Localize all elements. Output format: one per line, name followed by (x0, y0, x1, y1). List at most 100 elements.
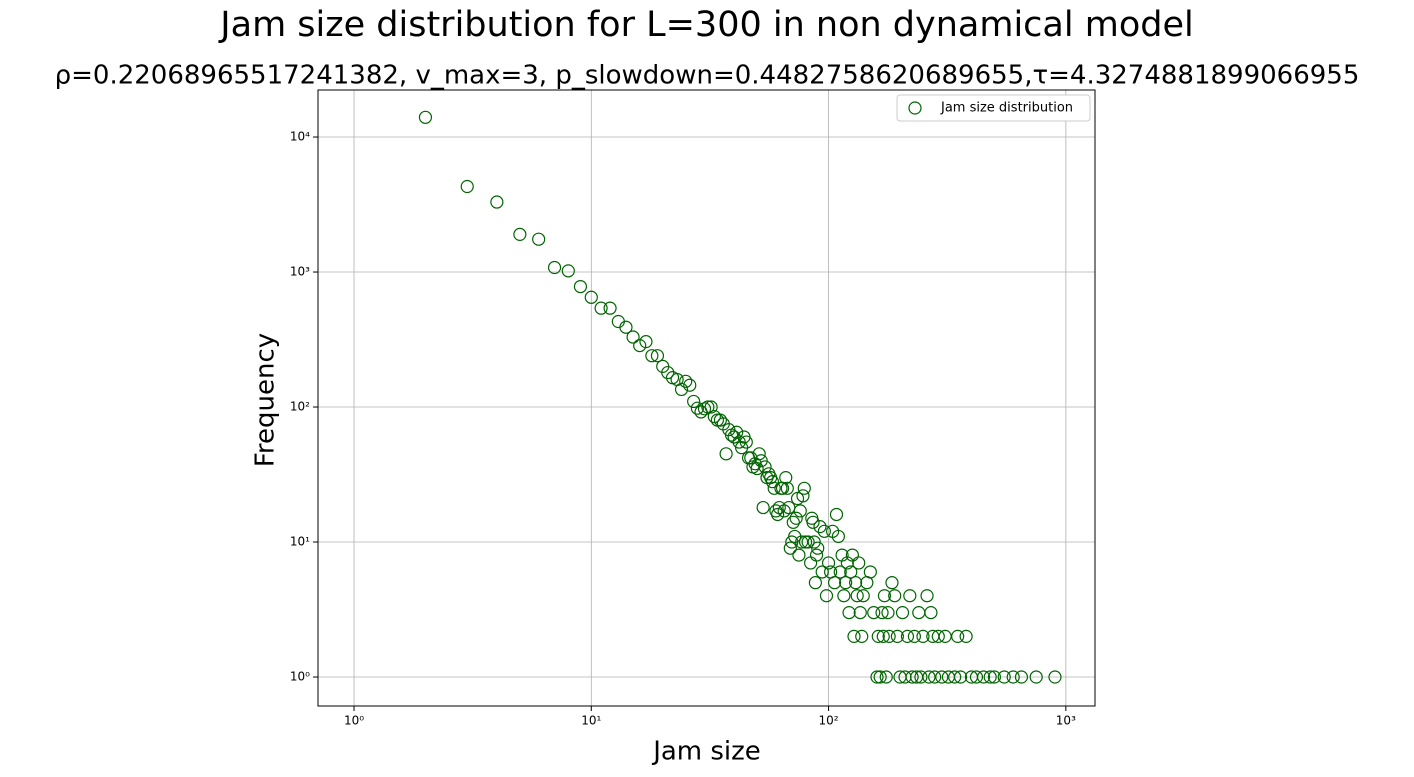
data-point (819, 589, 834, 603)
data-point (922, 670, 936, 684)
data-point (997, 670, 1011, 684)
data-point (821, 556, 836, 570)
data-point (920, 589, 934, 603)
data-point (817, 524, 831, 538)
y-tick-label: 10³ (290, 265, 310, 279)
data-point (856, 589, 870, 603)
data-point (750, 461, 764, 476)
data-point (983, 670, 997, 684)
data-point (890, 629, 904, 643)
data-point (619, 320, 633, 334)
data-point (513, 227, 527, 241)
data-point (756, 500, 770, 515)
data-point (811, 541, 825, 555)
data-point (626, 330, 640, 344)
legend-label: Jam size distribution (940, 101, 1073, 116)
data-point (789, 511, 803, 525)
data-point (777, 504, 791, 518)
data-point (924, 606, 938, 620)
data-point (713, 413, 727, 427)
data-point (895, 606, 910, 620)
data-point (912, 606, 926, 620)
data-point (730, 425, 744, 439)
chart-title: Jam size distribution for L=300 in non d… (218, 5, 1193, 45)
data-point (827, 576, 842, 590)
data-point (752, 447, 766, 461)
data-point (870, 670, 884, 684)
data-point (584, 290, 598, 304)
data-point (900, 629, 915, 643)
data-point (840, 556, 854, 570)
data-point (1014, 670, 1029, 684)
data-point (837, 589, 851, 603)
data-point (783, 541, 797, 555)
y-tick-label: 10⁰ (290, 670, 310, 684)
data-point (903, 589, 917, 603)
data-point (573, 279, 588, 294)
y-tick-label: 10¹ (290, 535, 310, 549)
data-point (879, 670, 893, 684)
data-point (767, 481, 781, 495)
data-point (786, 515, 800, 529)
data-point (547, 260, 562, 275)
data-point (780, 481, 794, 495)
data-point (697, 402, 712, 416)
data-point (847, 629, 861, 643)
data-point (793, 504, 807, 518)
data-point (853, 606, 867, 620)
data-point (690, 401, 704, 415)
data-point (888, 589, 902, 603)
x-tick-label: 10¹ (581, 714, 601, 728)
data-point (806, 515, 820, 529)
data-point (674, 382, 689, 397)
legend-marker (908, 101, 922, 115)
data-point (987, 670, 1002, 684)
data-point (948, 670, 962, 684)
data-point (704, 400, 718, 414)
data-point (839, 576, 853, 590)
data-point (771, 507, 785, 522)
data-point (645, 349, 659, 363)
data-point (905, 670, 919, 684)
data-point (687, 394, 701, 409)
chart-subtitle: ρ=0.22068965517241382, v_max=3, p_slowdo… (55, 61, 1360, 91)
legend-box (896, 94, 1091, 122)
data-point (813, 520, 827, 534)
data-point (969, 670, 984, 684)
data-point (815, 565, 829, 579)
data-point (797, 481, 811, 495)
data-point (877, 589, 892, 603)
data-point (916, 629, 930, 643)
data-point (639, 335, 653, 349)
data-point (953, 670, 968, 684)
data-point (732, 435, 746, 449)
data-point (739, 435, 753, 449)
data-point (928, 670, 942, 684)
data-point (935, 670, 949, 684)
data-point (719, 447, 733, 461)
x-tick-label: 10⁰ (344, 714, 364, 728)
data-point (683, 378, 697, 392)
y-tick-label: 10⁴ (290, 130, 310, 144)
data-point (1006, 670, 1020, 684)
data-point (418, 110, 433, 124)
x-tick-label: 10³ (1056, 714, 1076, 728)
data-point (1048, 670, 1062, 684)
x-axis-label: Jam size (651, 737, 761, 767)
data-point (796, 489, 810, 503)
data-point (792, 548, 806, 562)
data-point (833, 565, 847, 579)
data-point (831, 529, 845, 544)
data-point (650, 349, 665, 363)
y-tick-label: 10² (290, 400, 310, 414)
data-point (460, 179, 474, 194)
data-point (867, 606, 881, 620)
data-point (852, 556, 866, 570)
data-point (873, 670, 887, 684)
data-point (679, 374, 693, 388)
data-point (801, 535, 815, 549)
data-point (561, 264, 575, 278)
data-point (842, 606, 856, 620)
data-point (907, 629, 921, 643)
